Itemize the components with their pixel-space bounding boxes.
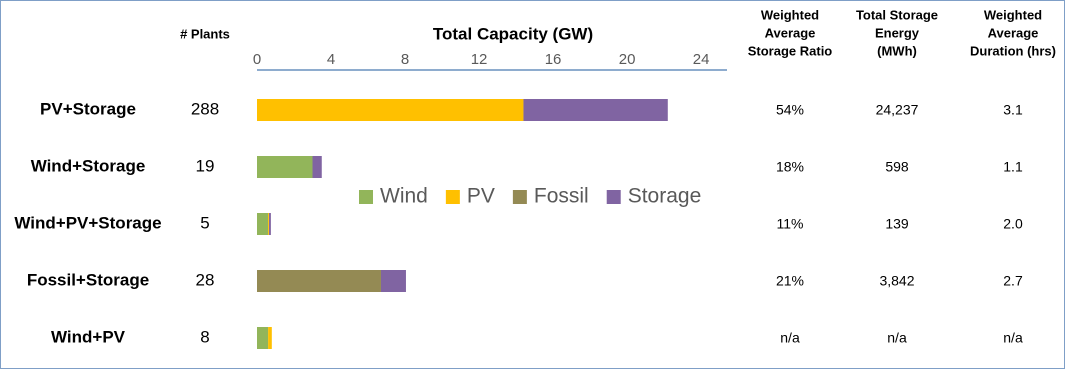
- column-header: (MWh): [877, 43, 917, 58]
- table-cell: 288: [191, 99, 219, 118]
- x-tick-label: 8: [401, 51, 409, 68]
- table-cell: 598: [885, 159, 909, 175]
- table-cell: 139: [885, 216, 909, 232]
- table-cell: 18%: [776, 159, 804, 175]
- table-cell: n/a: [780, 330, 800, 346]
- table-cell: n/a: [887, 330, 907, 346]
- bar-segment: [523, 99, 668, 121]
- category-label: Wind+Storage: [31, 156, 146, 175]
- column-header: Storage Ratio: [748, 43, 833, 58]
- column-header: Average: [988, 25, 1039, 40]
- legend-swatch: [512, 190, 527, 204]
- legend-label: Wind: [380, 185, 428, 208]
- category-label: Fossil+Storage: [27, 270, 149, 289]
- legend-swatch: [359, 190, 373, 204]
- table-cell: 8: [200, 327, 209, 346]
- table-cell: 54%: [776, 102, 804, 118]
- category-label: Wind+PV: [51, 327, 126, 346]
- bar-segment: [257, 213, 269, 235]
- table-cell: 24,237: [876, 102, 919, 118]
- table-cell: 3.1: [1003, 102, 1023, 118]
- table-cell: 3,842: [879, 273, 914, 289]
- column-header: Weighted: [984, 7, 1042, 22]
- table-cell: 1.1: [1003, 159, 1023, 175]
- category-label: Wind+PV+Storage: [14, 213, 161, 232]
- column-header: Duration (hrs): [970, 43, 1056, 58]
- x-tick-label: 0: [253, 51, 261, 68]
- chart-title: Total Capacity (GW): [433, 24, 593, 43]
- x-tick-label: 4: [327, 51, 335, 68]
- table-cell: 21%: [776, 273, 804, 289]
- legend-label: PV: [467, 185, 495, 208]
- table-cell: 2.0: [1003, 216, 1023, 232]
- bar-segment: [257, 327, 269, 349]
- x-tick-label: 20: [619, 51, 636, 68]
- column-header: Average: [765, 25, 816, 40]
- legend-swatch: [606, 190, 621, 204]
- column-header: Weighted: [761, 7, 819, 22]
- column-header: # Plants: [180, 26, 230, 41]
- table-cell: 2.7: [1003, 273, 1023, 289]
- x-tick-label: 12: [471, 51, 488, 68]
- category-label: PV+Storage: [40, 99, 136, 118]
- x-tick-label: 16: [545, 51, 562, 68]
- column-header: Total Storage: [856, 7, 938, 22]
- bar-segment: [380, 270, 406, 292]
- bar-segment: [312, 156, 322, 178]
- table-cell: 28: [196, 270, 215, 289]
- bar-segment: [269, 213, 271, 235]
- table-cell: 19: [196, 156, 215, 175]
- column-header: Energy: [875, 25, 920, 40]
- legend-swatch: [445, 190, 460, 204]
- table-cell: 5: [200, 213, 209, 232]
- table-cell: n/a: [1003, 330, 1023, 346]
- bar-segment: [268, 327, 272, 349]
- bar-segment: [257, 270, 381, 292]
- legend-label: Fossil: [534, 185, 589, 208]
- legend-label: Storage: [628, 185, 702, 208]
- table-cell: 11%: [777, 216, 804, 232]
- bar-segment: [257, 156, 313, 178]
- bar-segment: [257, 99, 524, 121]
- bar-segment: [268, 213, 270, 235]
- x-tick-label: 24: [693, 51, 710, 68]
